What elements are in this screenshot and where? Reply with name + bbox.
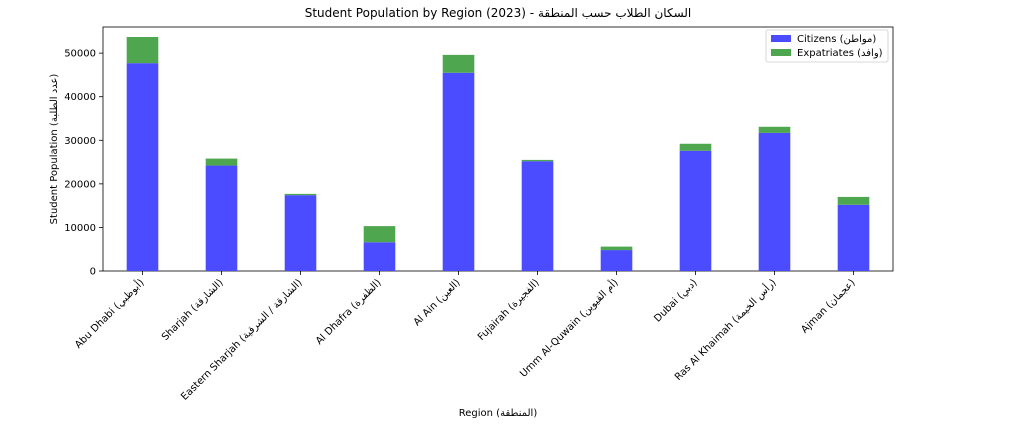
y-tick-label: 30000 [64, 136, 96, 147]
bar-citizens [284, 195, 317, 271]
legend-swatch [771, 49, 791, 56]
bar-expatriates [758, 126, 791, 133]
plot-area: 0 10000 20000 30000 40000 50000 Abu Dhabi (أبو… [64, 26, 894, 403]
bar-citizens [205, 165, 238, 271]
x-tick-label: Dubai (دبي) [652, 277, 699, 324]
y-tick-label: 40000 [64, 92, 96, 103]
legend-label: Expatriates (وافد) [797, 48, 883, 59]
plot-frame [102, 26, 894, 272]
bar-citizens [126, 63, 159, 271]
x-tick-label: Al Dhafra (الظفرة) [314, 277, 384, 347]
bar-expatriates [521, 159, 554, 162]
y-tick-label: 50000 [64, 49, 96, 60]
x-tick-label: Sharjah (الشارقة) [160, 277, 226, 343]
bar-expatriates [284, 193, 317, 196]
legend-box [765, 29, 889, 63]
bar-citizens [837, 204, 870, 271]
x-tick-label: Al Ain (العين) [412, 277, 463, 328]
x-axis-label: Region (المنطقة) [459, 408, 538, 419]
bar-expatriates [126, 37, 159, 64]
x-tick-label: Fujairah (الفجيرة) [476, 277, 542, 343]
bar-citizens [600, 250, 633, 271]
bar-expatriates [837, 196, 870, 205]
chart-title: Student Population by Region (2023) - ال… [305, 6, 692, 20]
y-axis-label: Student Population (عدد الطلبة) [49, 74, 60, 225]
x-tick-label: Ajman (عجمان) [799, 277, 857, 335]
bar-expatriates [205, 158, 238, 166]
x-tick-label: Abu Dhabi (أبوظبي) [72, 276, 147, 351]
legend: Citizens (مواطن) Expatriates (وافد) [765, 29, 889, 63]
bar-expatriates [442, 54, 475, 73]
bar-citizens [442, 72, 475, 271]
bar-expatriates [600, 246, 633, 251]
y-tick-label: 10000 [64, 223, 96, 234]
bar-citizens [363, 242, 396, 271]
legend-label: Citizens (مواطن) [797, 34, 876, 45]
bar-expatriates [363, 226, 396, 243]
bar-expatriates [679, 143, 712, 151]
y-tick-label: 0 [90, 267, 96, 278]
y-tick-label: 20000 [64, 179, 96, 190]
bar-citizens [758, 132, 791, 271]
legend-swatch [771, 35, 791, 42]
bar-citizens [521, 161, 554, 271]
bar-citizens [679, 150, 712, 271]
